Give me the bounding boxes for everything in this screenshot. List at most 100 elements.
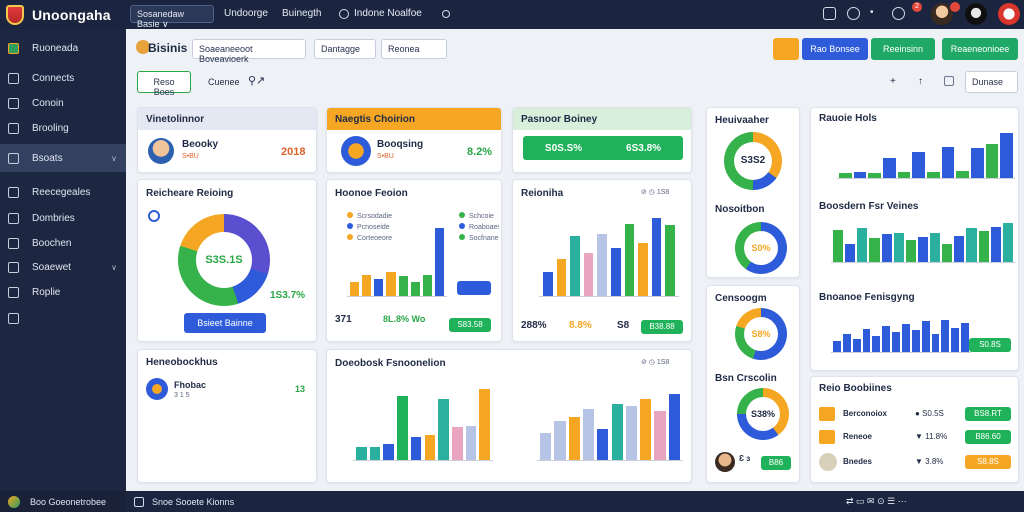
date-select[interactable]: Dantagge bbox=[314, 39, 376, 59]
x-axis bbox=[539, 296, 679, 297]
top-link-3[interactable]: Indone Noalfoe bbox=[354, 8, 422, 19]
ring2-center: S0% bbox=[744, 231, 778, 265]
clock-icon[interactable] bbox=[847, 7, 860, 20]
chart-bar bbox=[881, 234, 892, 262]
profile-card: Vinetolinnor Beooky S•BU 2018 bbox=[137, 107, 317, 173]
ring-chart-4: S38% bbox=[737, 388, 789, 440]
sidebar-item-label: Connects bbox=[32, 72, 75, 84]
list-icon bbox=[8, 237, 19, 249]
sidebar-item-label: Brooling bbox=[32, 122, 69, 134]
chart-bar bbox=[930, 233, 941, 262]
chart-bar bbox=[625, 406, 638, 460]
badge-icon bbox=[341, 136, 371, 166]
filter-icon[interactable]: ⚲↗ bbox=[248, 75, 266, 87]
sidebar-item-connects[interactable]: Connects bbox=[0, 65, 126, 91]
separator-dot: • bbox=[870, 7, 874, 18]
x-axis bbox=[837, 178, 1015, 179]
user-icon bbox=[8, 72, 19, 84]
bars1-stat1: 371 bbox=[335, 314, 352, 325]
notes-header: Heneobockhus bbox=[146, 357, 218, 368]
tab-active[interactable]: Reso Boes bbox=[137, 71, 191, 97]
ring4-center: S38% bbox=[746, 397, 780, 431]
chart-bar bbox=[640, 398, 652, 460]
chart-bar bbox=[568, 417, 580, 460]
chart-bar bbox=[638, 243, 648, 296]
sidebar-footer[interactable]: Boo Goeonetrobee bbox=[0, 491, 126, 512]
plus-icon[interactable]: + bbox=[890, 76, 896, 87]
right-bar-chart-3 bbox=[831, 316, 971, 353]
item-icon bbox=[819, 407, 835, 421]
chart-bar bbox=[422, 274, 432, 296]
chart-bar bbox=[356, 446, 367, 460]
rows-title: Reio Boobiines bbox=[819, 383, 892, 394]
row-pill: S8.8S bbox=[965, 455, 1011, 469]
globe-icon[interactable] bbox=[339, 9, 349, 19]
chart-bar bbox=[833, 230, 844, 262]
status-dot-icon[interactable] bbox=[442, 10, 450, 18]
tab-other[interactable]: Cuenee bbox=[208, 77, 240, 87]
bar-chart-title: Reioniha bbox=[521, 188, 564, 199]
region-select[interactable]: Reonea bbox=[381, 39, 447, 59]
bottom-bar-chart-2 bbox=[537, 384, 683, 461]
chart-bar bbox=[845, 243, 856, 262]
green-kpi-card: Pasnoor Boiney S0S.S% 6S3.8% bbox=[512, 107, 692, 173]
donut-card: Reicheare Reioing S3S.1S 1S3.7% Bsieet B… bbox=[137, 179, 317, 342]
sidebar-item-conoin[interactable]: Conoin bbox=[0, 90, 126, 116]
sidebar-item-label: Dombries bbox=[32, 212, 75, 224]
status-bar: Snoe Sooete Kionns ⇄ ▭ ✉ ⊙ ☰ ⋯ bbox=[126, 491, 1024, 512]
sidebar-item-brooling[interactable]: Brooling bbox=[0, 115, 126, 141]
app-switcher-icon[interactable] bbox=[998, 3, 1020, 25]
sidebar-item-ruoneada[interactable]: Ruoneada bbox=[0, 35, 126, 61]
profile-avatar[interactable] bbox=[965, 3, 987, 25]
layout-icon[interactable] bbox=[944, 76, 954, 86]
chart-bar bbox=[611, 403, 623, 460]
page-logo-icon bbox=[136, 40, 150, 54]
donut-action-button[interactable]: Bsieet Bainne bbox=[184, 313, 266, 333]
report-select[interactable]: Soaeaneeoot Boveavioerk bbox=[192, 39, 306, 64]
chart-bar bbox=[862, 328, 871, 352]
chart-bar bbox=[872, 335, 881, 352]
legend-item: Pcnoseide bbox=[347, 223, 447, 234]
sidebar-item-dombries[interactable]: Dombries bbox=[0, 205, 126, 231]
top-link-1[interactable]: Undoorge bbox=[224, 8, 268, 19]
green-kpi-left: S0S.S% bbox=[544, 142, 583, 154]
orange-value: 8.2% bbox=[467, 146, 493, 158]
sidebar-item-soaewet[interactable]: Soaewet ∨ bbox=[0, 254, 126, 280]
view-select[interactable]: Dunase bbox=[965, 71, 1018, 93]
sidebar-item-boochen[interactable]: Boochen bbox=[0, 230, 126, 256]
workspace-select[interactable]: Sosanedaw Basie ∨ bbox=[130, 5, 214, 29]
bar-chart-1 bbox=[347, 226, 447, 297]
ring4-title: Bsn Crscolin bbox=[715, 373, 777, 384]
calendar-icon[interactable] bbox=[823, 7, 836, 20]
sidebar-item-reecegeales[interactable]: Reecegeales bbox=[0, 179, 126, 205]
grid-icon bbox=[8, 312, 19, 324]
donut-center-value: S3S.1S bbox=[196, 232, 252, 288]
top-link-2[interactable]: Buinegth bbox=[282, 8, 322, 19]
sidebar-item-roplie[interactable]: Roplie bbox=[0, 279, 126, 305]
list-item[interactable]: Berconoiox ● S0.5S BS8.RT bbox=[819, 407, 1015, 423]
right3-pill: S0.8S bbox=[969, 338, 1011, 352]
export-button[interactable]: Reaeneonioee bbox=[942, 38, 1018, 60]
sidebar-item-bsoats[interactable]: Bsoats ∨ bbox=[0, 144, 126, 172]
status-icons[interactable]: ⇄ ▭ ✉ ⊙ ☰ ⋯ bbox=[846, 496, 907, 506]
user-avatar[interactable] bbox=[931, 3, 953, 25]
right2-title: Boosdern Fsr Veines bbox=[819, 201, 919, 212]
list-item[interactable]: Bnedes ▼ 3.8% S8.8S bbox=[819, 453, 1015, 471]
notes-value: 13 bbox=[295, 384, 306, 394]
sidebar-item-extra[interactable] bbox=[0, 305, 126, 331]
chevron-down-icon: ∨ bbox=[111, 153, 117, 163]
pin-icon[interactable]: ↑ bbox=[918, 76, 923, 87]
chart-bar bbox=[651, 218, 662, 296]
primary-button[interactable]: Rao Bonsee bbox=[802, 38, 868, 60]
legend-item: Scrsodadie bbox=[347, 212, 447, 223]
shield-logo-icon bbox=[6, 4, 24, 25]
chart-bar bbox=[833, 341, 841, 352]
green-button[interactable]: Reeinsinn bbox=[871, 38, 935, 60]
list-item[interactable]: Reneoe ▼ 11.8% B86.60 bbox=[819, 430, 1015, 446]
chart-bar bbox=[857, 228, 868, 262]
notification-icon[interactable] bbox=[892, 7, 905, 20]
chart-bar bbox=[954, 236, 965, 262]
star-button[interactable] bbox=[773, 38, 799, 60]
right-bar-chart-2 bbox=[831, 218, 1015, 263]
chevron-down-icon: ∨ bbox=[111, 262, 117, 272]
